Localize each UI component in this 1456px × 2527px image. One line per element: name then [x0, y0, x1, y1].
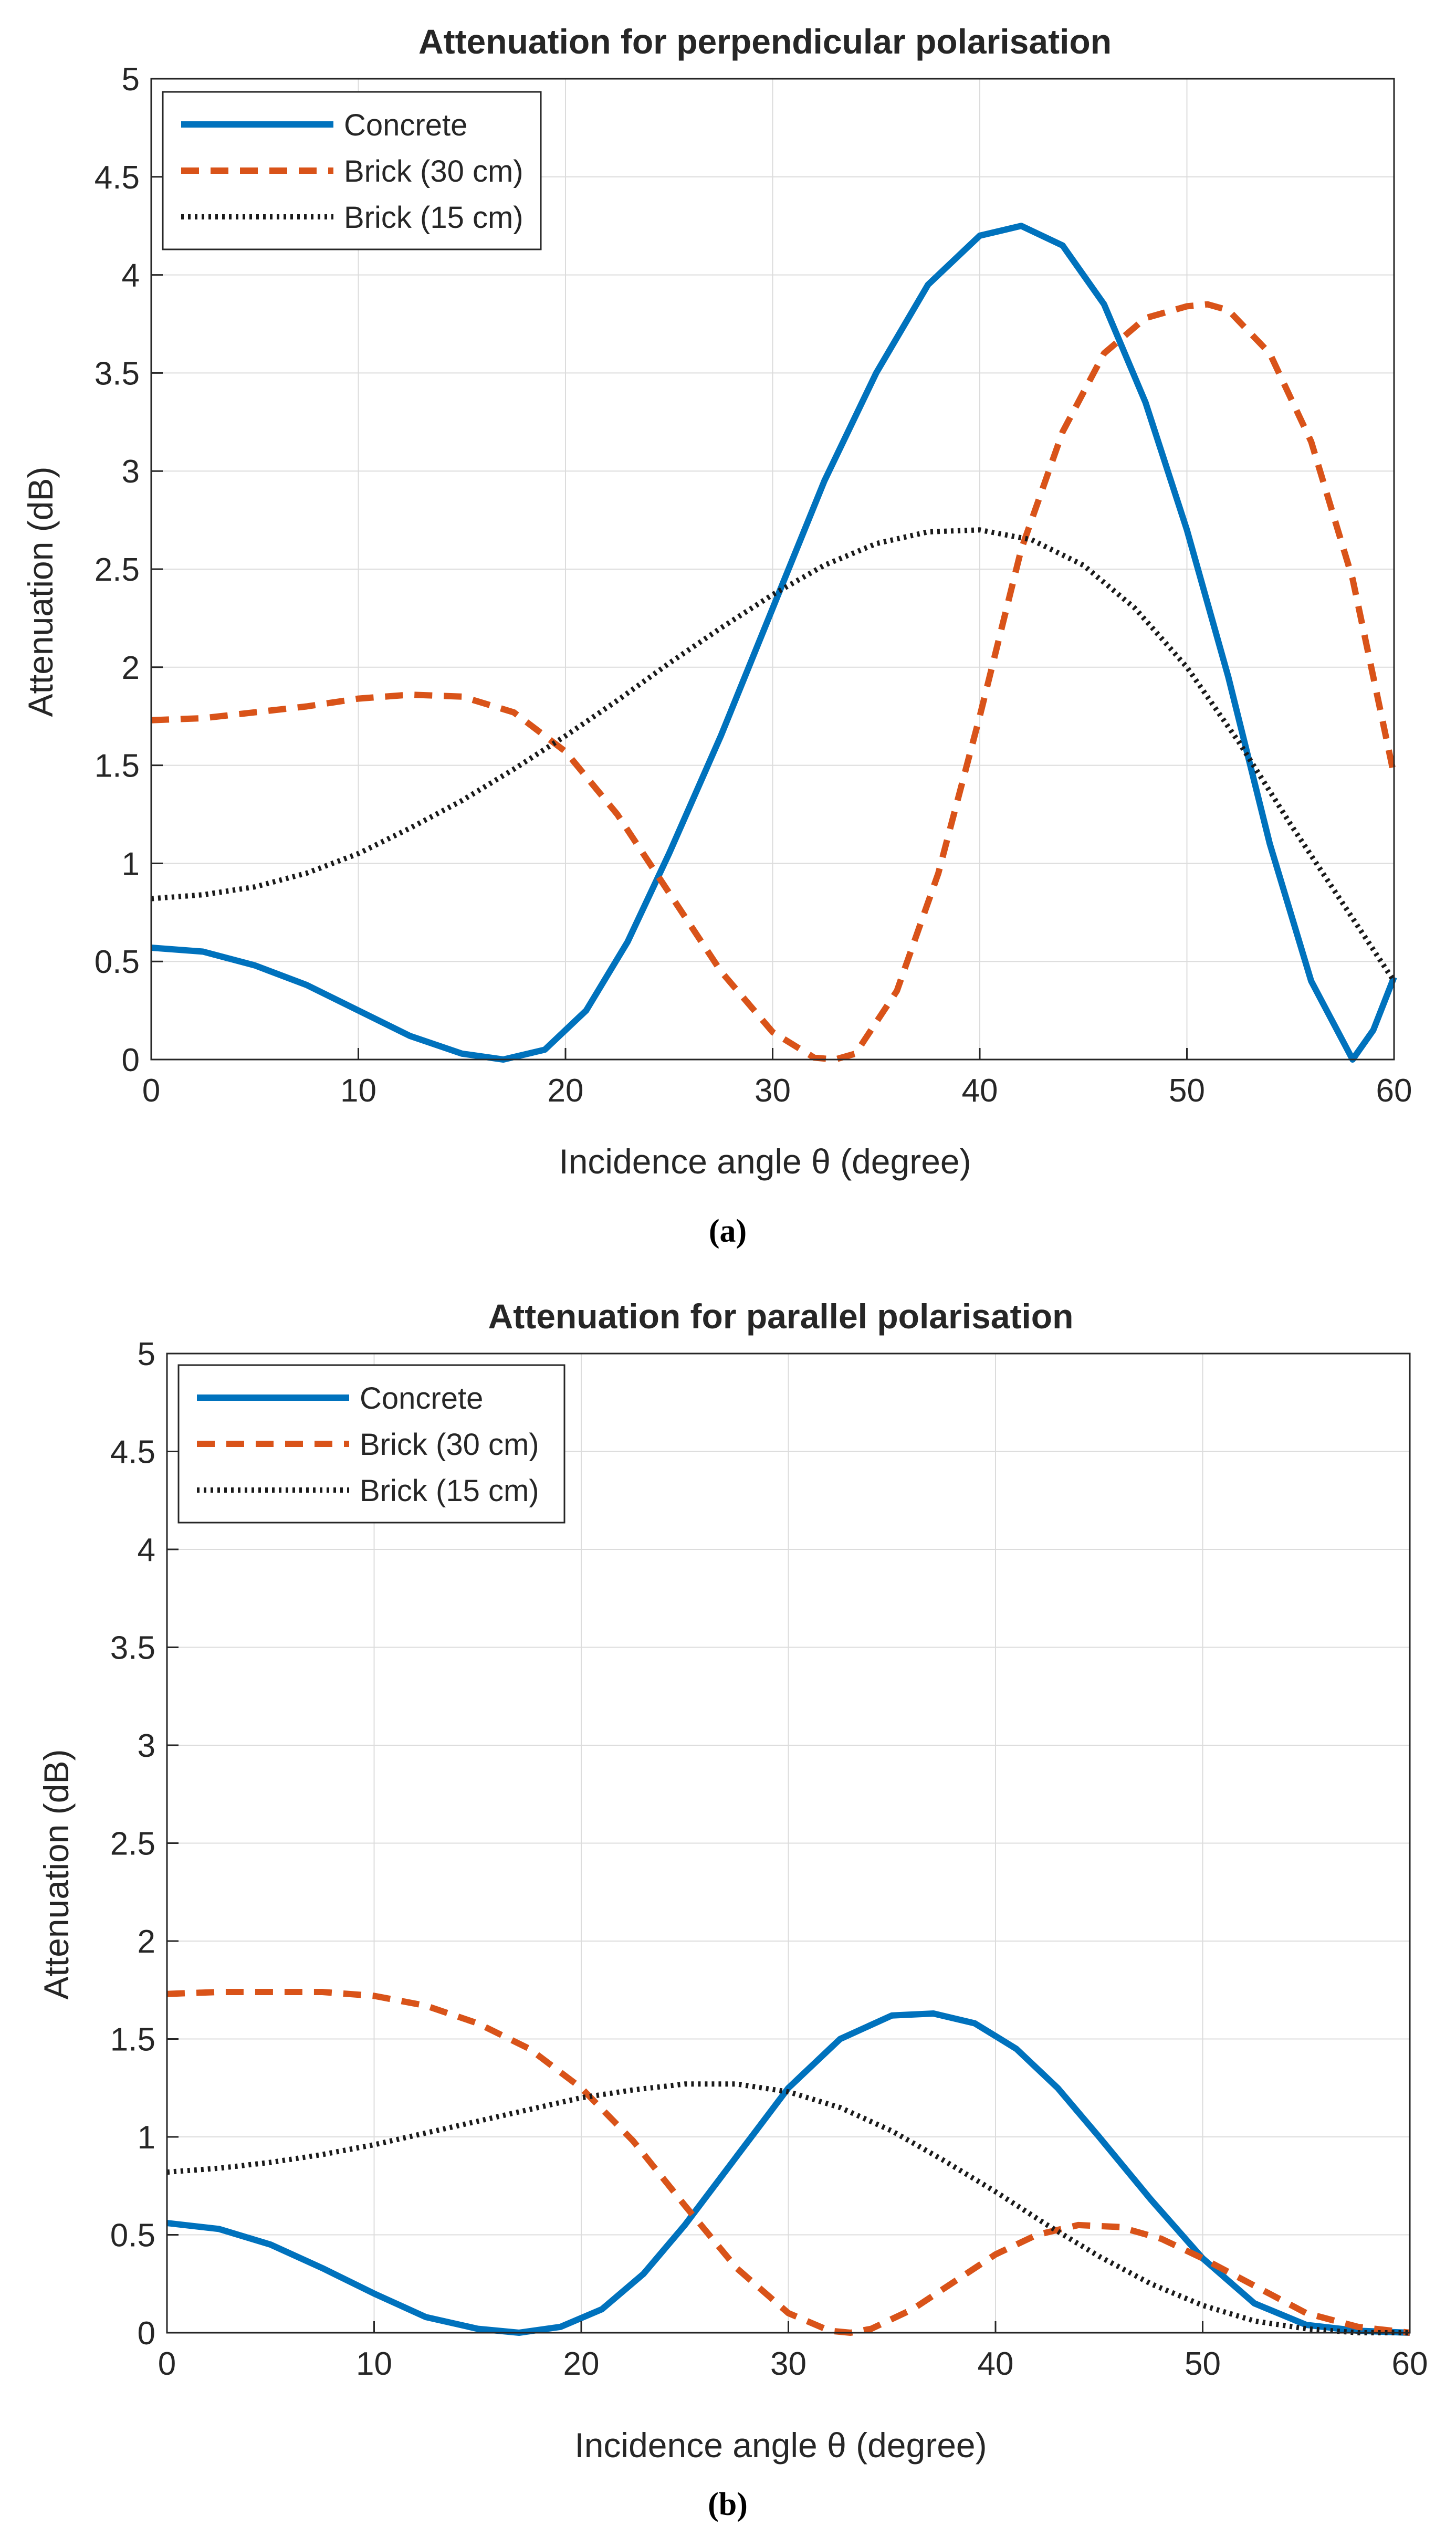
chart-a-y-tick-label: 4 [122, 258, 140, 294]
chart-b-y-tick-label: 5 [138, 1336, 155, 1372]
chart-b-y-tick-label: 2.5 [110, 1826, 155, 1862]
chart-a-y-tick-label: 4.5 [95, 160, 140, 196]
chart-b-y-tick-label: 2 [138, 1924, 155, 1960]
chart-b-y-tick-label: 1 [138, 2120, 155, 2156]
chart-a-y-tick-label: 1 [122, 846, 140, 882]
chart-b-x-tick-label: 50 [1185, 2346, 1221, 2382]
chart-b-series-brick30-line [166, 1989, 1410, 2336]
chart-a-y-tick-label: 0 [122, 1042, 140, 1078]
chart-b-y-tick-label: 1.5 [110, 2022, 155, 2058]
chart-b-legend-label-brick15: Brick (15 cm) [360, 1474, 539, 1508]
chart-a-x-tick-label: 40 [962, 1073, 998, 1109]
chart-a-series [151, 223, 1397, 1063]
chart-b-y-tick-label: 4 [138, 1532, 155, 1568]
chart-a-y-axis-label: Attenuation (dB) [21, 467, 60, 717]
chart-a-legend-label-brick15: Brick (15 cm) [344, 201, 523, 235]
chart-a-series-concrete-line [151, 223, 1397, 1063]
chart-a-y-tick-label: 3 [122, 454, 140, 490]
chart-a-legend-label-concrete: Concrete [344, 108, 467, 142]
chart-a-y-tick-label: 5 [122, 61, 140, 98]
chart-a-panel-label: (a) [709, 1213, 747, 1249]
chart-b-series [166, 1989, 1410, 2336]
chart-a-x-tick-label: 30 [755, 1073, 791, 1109]
chart-a-legend-label-brick30: Brick (30 cm) [344, 154, 523, 188]
chart-b-legend-label-concrete: Concrete [360, 1381, 483, 1415]
chart-b-panel-label: (b) [708, 2487, 748, 2522]
chart-a-legend: Concrete Brick (30 cm) Brick (15 cm) [162, 91, 542, 250]
chart-a-y-tick-label: 3.5 [95, 355, 140, 392]
chart-b-x-tick-label: 40 [978, 2346, 1014, 2382]
chart-b-x-tick-label: 30 [770, 2346, 806, 2382]
chart-b-y-tick-label: 3 [138, 1728, 155, 1764]
chart-b-ticks: 0 10 20 30 40 50 60 0 0.5 1 1.5 2 2.5 3 3.5 4 4.5 5 [110, 1336, 1428, 2382]
chart-a-x-tick-label: 0 [142, 1073, 160, 1109]
chart-a-x-tick-label: 50 [1169, 1073, 1205, 1109]
chart-b-y-tick-label: 0 [138, 2315, 155, 2352]
chart-a-y-tick-label: 0.5 [95, 944, 140, 980]
chart-a-x-tick-label: 60 [1376, 1073, 1412, 1109]
chart-a-title: Attenuation for perpendicular polarisati… [418, 22, 1112, 61]
chart-a-x-axis-label: Incidence angle θ (degree) [559, 1142, 971, 1181]
chart-b: Attenuation for parallel polarisation 0 1… [37, 1297, 1428, 2522]
chart-a-y-tick-label: 2.5 [95, 552, 140, 588]
chart-a-y-tick-label: 1.5 [95, 748, 140, 784]
chart-b-legend: Concrete Brick (30 cm) Brick (15 cm) [177, 1364, 565, 1524]
chart-a-series-brick15-line [151, 527, 1397, 983]
chart-b-y-axis-label: Attenuation (dB) [37, 1749, 76, 2000]
chart-b-x-tick-label: 10 [356, 2346, 392, 2382]
chart-b-series-concrete-line [166, 2010, 1410, 2336]
chart-b-legend-label-brick30: Brick (30 cm) [360, 1428, 539, 1462]
chart-b-y-tick-label: 0.5 [110, 2218, 155, 2254]
chart-a-x-tick-label: 10 [340, 1073, 376, 1109]
chart-b-y-tick-label: 3.5 [110, 1630, 155, 1666]
chart-a-ticks: 0 10 20 30 40 50 60 0 0.5 1 1.5 2 2.5 3 3.5 4 4.5 5 [95, 61, 1412, 1109]
chart-b-x-tick-label: 20 [563, 2346, 600, 2382]
chart-a: Attenuation for perpendicular polarisati… [21, 22, 1412, 1249]
chart-b-title: Attenuation for parallel polarisation [488, 1297, 1074, 1336]
chart-b-x-axis-label: Incidence angle θ (degree) [574, 2426, 987, 2465]
chart-a-series-brick30-line [151, 301, 1397, 1063]
chart-b-y-tick-label: 4.5 [110, 1434, 155, 1471]
chart-a-x-tick-label: 20 [548, 1073, 584, 1109]
chart-b-x-tick-label: 60 [1392, 2346, 1428, 2382]
chart-a-y-tick-label: 2 [122, 650, 140, 686]
chart-b-x-tick-label: 0 [158, 2346, 176, 2382]
chart-b-series-brick15-line [166, 2081, 1410, 2335]
